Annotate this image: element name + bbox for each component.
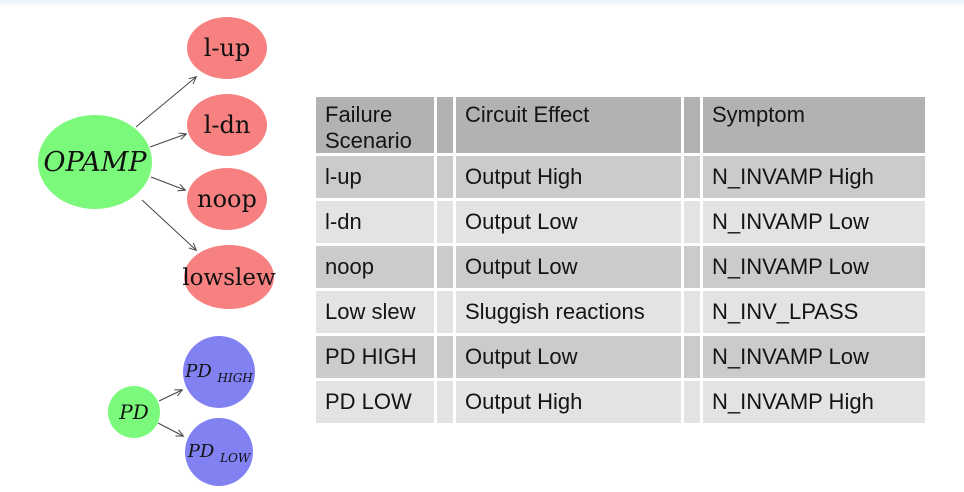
node-lowslew-label: lowslew	[182, 265, 276, 291]
cell-scenario: l-up	[316, 156, 434, 198]
cell-spacer	[437, 201, 453, 243]
cell-effect: Output High	[456, 156, 681, 198]
cell-spacer	[684, 201, 700, 243]
cell-spacer	[684, 156, 700, 198]
cell-symptom: N_INVAMP Low	[703, 201, 925, 243]
cell-spacer	[684, 336, 700, 378]
node-pdlow-label-sub: LOW	[219, 451, 252, 465]
cell-spacer	[684, 246, 700, 288]
cell-scenario: l-dn	[316, 201, 434, 243]
cell-spacer	[437, 156, 453, 198]
node-pdhigh	[183, 336, 255, 408]
cell-scenario: Low slew	[316, 291, 434, 333]
edge-opamp-to-ldn	[149, 134, 186, 148]
col-header-failure-scenario: Failure Scenario	[316, 97, 434, 153]
top-border-strip	[0, 0, 964, 7]
cell-spacer	[437, 246, 453, 288]
col-header-symptom: Symptom	[703, 97, 925, 153]
edge-opamp-to-lup	[135, 77, 196, 128]
cell-symptom: N_INVAMP Low	[703, 246, 925, 288]
cell-symptom: N_INVAMP High	[703, 156, 925, 198]
failure-modes-diagram: OPAMP l-up l-dn noop lowslew PD PD HIGH …	[0, 0, 320, 492]
failure-scenario-table: Failure Scenario Circuit Effect Symptom …	[316, 97, 925, 423]
cell-scenario: PD HIGH	[316, 336, 434, 378]
cell-scenario: noop	[316, 246, 434, 288]
diagram-edges	[135, 77, 196, 436]
header-spacer-1	[437, 97, 453, 153]
node-noop-label: noop	[197, 185, 257, 213]
cell-symptom: N_INVAMP Low	[703, 336, 925, 378]
cell-symptom: N_INV_LPASS	[703, 291, 925, 333]
node-opamp	[38, 115, 152, 209]
cell-symptom: N_INVAMP High	[703, 381, 925, 423]
node-lup	[187, 17, 267, 79]
node-pdhigh-label: PD HIGH	[184, 361, 253, 385]
cell-effect: Output High	[456, 381, 681, 423]
node-pdlow-label: PD LOW	[187, 441, 252, 465]
node-pd-label: PD	[118, 400, 149, 424]
diagram-svg: OPAMP l-up l-dn noop lowslew PD PD HIGH …	[38, 17, 276, 486]
edge-pd-to-pdhigh	[158, 390, 182, 402]
node-pdhigh-label-sub: HIGH	[217, 371, 254, 385]
node-noop	[187, 168, 267, 230]
node-opamp-label: OPAMP	[43, 147, 147, 178]
node-lowslew	[184, 245, 274, 309]
node-pdlow	[185, 418, 253, 486]
node-ldn	[187, 94, 267, 156]
node-pd	[108, 386, 160, 438]
node-ldn-label: l-dn	[204, 111, 251, 139]
col-header-circuit-effect: Circuit Effect	[456, 97, 681, 153]
cell-scenario: PD LOW	[316, 381, 434, 423]
header-spacer-2	[684, 97, 700, 153]
node-lup-label: l-up	[204, 34, 251, 62]
cell-spacer	[684, 291, 700, 333]
cell-spacer	[684, 381, 700, 423]
cell-spacer	[437, 336, 453, 378]
cell-spacer	[437, 381, 453, 423]
edge-pd-to-pdlow	[157, 422, 183, 436]
cell-effect: Sluggish reactions	[456, 291, 681, 333]
node-pdlow-label-main: PD	[187, 441, 215, 462]
edge-opamp-to-lowslew	[141, 199, 196, 250]
edge-opamp-to-noop	[150, 176, 185, 190]
cell-effect: Output Low	[456, 336, 681, 378]
cell-effect: Output Low	[456, 246, 681, 288]
cell-effect: Output Low	[456, 201, 681, 243]
node-pdhigh-label-main: PD	[184, 361, 212, 382]
cell-spacer	[437, 291, 453, 333]
